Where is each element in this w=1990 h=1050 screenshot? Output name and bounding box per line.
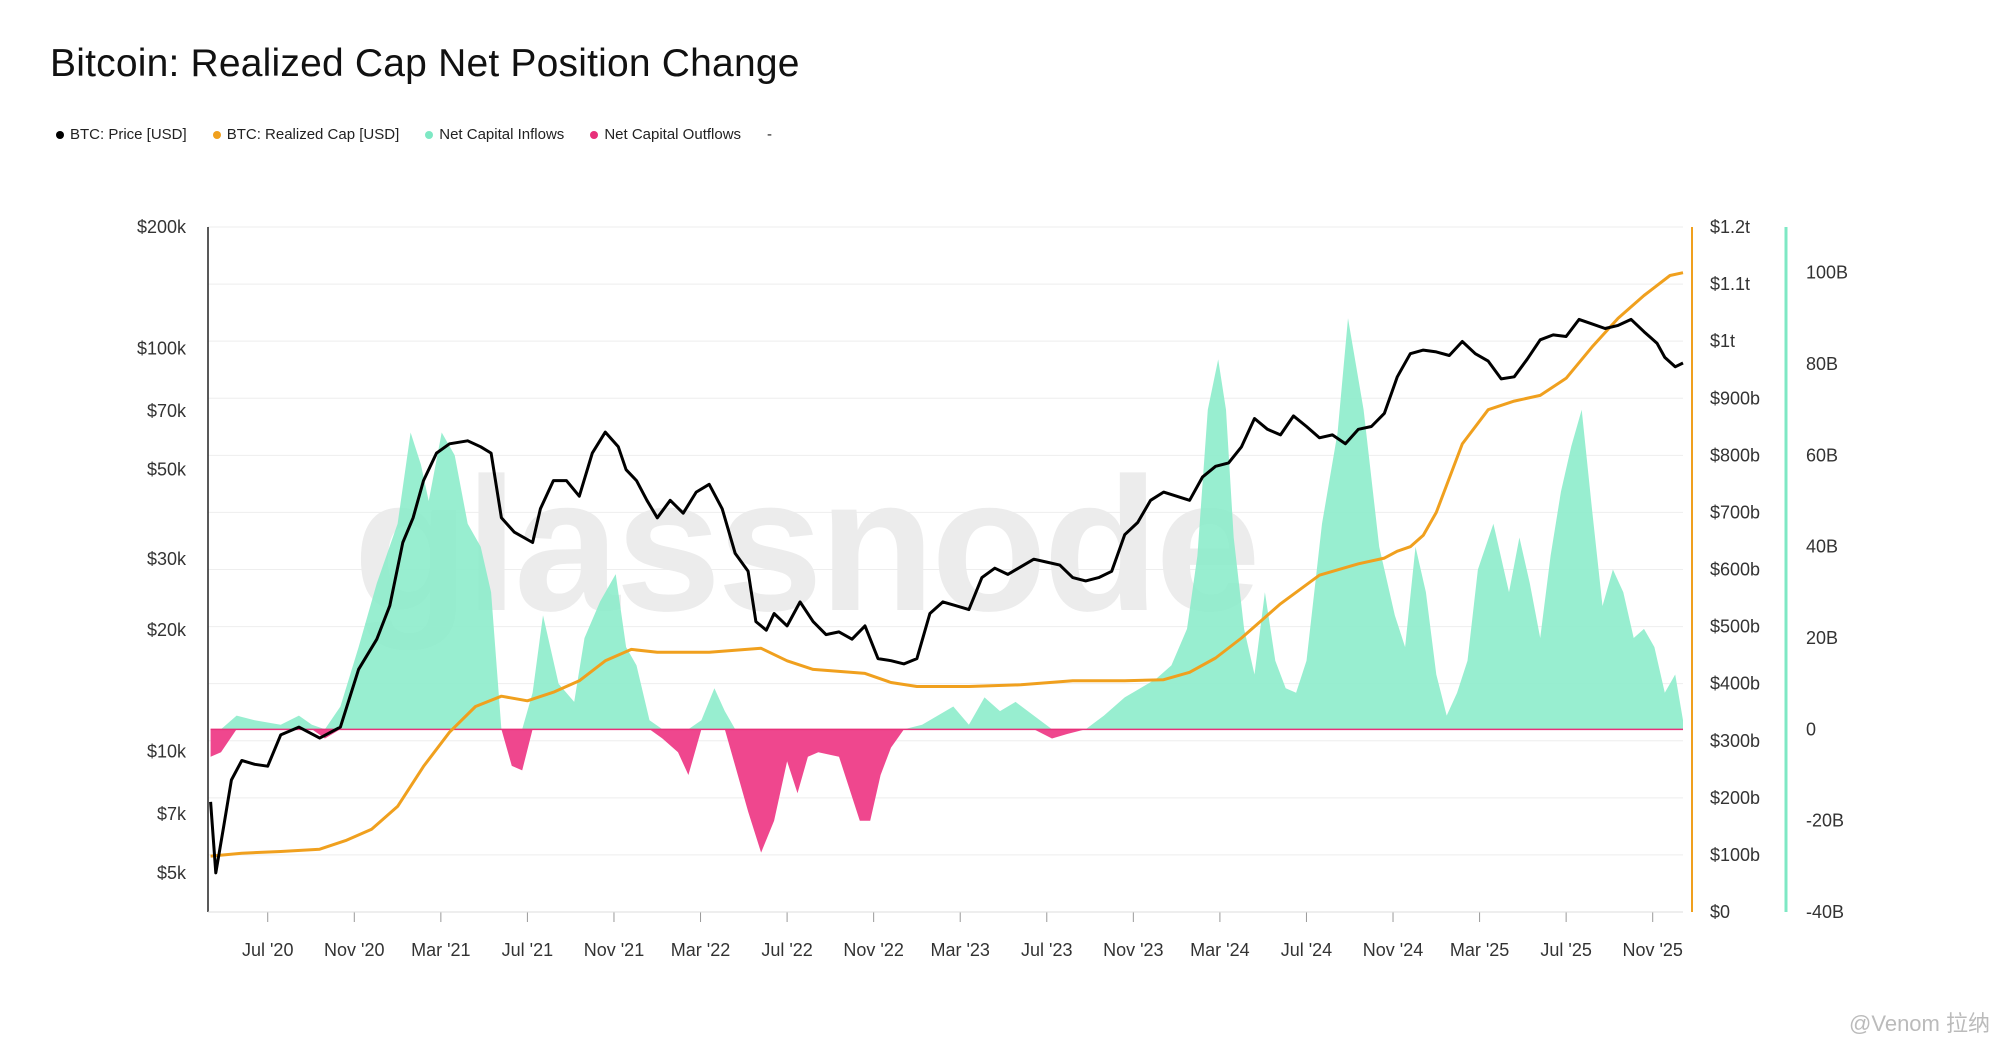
legend-item-price[interactable]: BTC: Price [USD] xyxy=(56,126,187,143)
price-axis-tick: $30k xyxy=(147,549,187,569)
realized-cap-axis-tick: $200b xyxy=(1710,788,1760,808)
net-position-axis-tick: -20B xyxy=(1806,811,1844,831)
legend-label-inflows: Net Capital Inflows xyxy=(439,126,565,143)
realized-cap-axis-tick: $300b xyxy=(1710,731,1760,751)
realized-cap-axis-tick: $900b xyxy=(1710,388,1760,408)
net-capital-inflows-area xyxy=(210,318,1684,730)
net-position-axis-tick: -40B xyxy=(1806,902,1844,922)
realized-cap-axis-tick: $1.2t xyxy=(1710,217,1750,237)
x-axis-tick: Nov '23 xyxy=(1103,940,1163,960)
realized-cap-axis-tick: $1.1t xyxy=(1710,274,1750,294)
price-axis-tick: $10k xyxy=(147,742,187,762)
realized-cap-axis-tick: $600b xyxy=(1710,560,1760,580)
legend-dot-price xyxy=(56,130,64,139)
watermark: glassnode xyxy=(353,439,1257,651)
x-axis-tick: Jul '22 xyxy=(761,940,812,960)
x-axis-tick: Mar '21 xyxy=(411,940,470,960)
realized-cap-axis-tick: $0 xyxy=(1710,902,1730,922)
legend-dot-inflows xyxy=(425,130,434,139)
price-axis-tick: $70k xyxy=(147,401,187,421)
realized-cap-axis-tick: $400b xyxy=(1710,674,1760,694)
realized-cap-axis-tick: $800b xyxy=(1710,445,1760,465)
legend-label-price: BTC: Price [USD] xyxy=(70,126,187,143)
x-axis-tick: Mar '22 xyxy=(671,940,730,960)
series-lines xyxy=(209,271,1684,875)
legend-dot-outflows xyxy=(590,130,599,139)
tick-labels: $5k $7k $10k $20k $30k $50k $70k $100k $200k $0 $1… xyxy=(137,217,1848,960)
x-axis-tick: Nov '22 xyxy=(843,940,903,960)
x-axis-tick: Nov '24 xyxy=(1363,940,1423,960)
x-axis-tick: Jul '25 xyxy=(1540,940,1591,960)
legend-label-outflows: Net Capital Outflows xyxy=(604,126,742,143)
price-axis-tick: $50k xyxy=(147,460,187,480)
price-axis-tick: $5k xyxy=(157,863,187,883)
x-axis-tick: Mar '23 xyxy=(930,940,989,960)
axes xyxy=(207,227,1788,922)
x-axis-tick: Jul '20 xyxy=(242,940,293,960)
realized-cap-axis-tick: $500b xyxy=(1710,617,1760,637)
realized-cap-axis-tick: $100b xyxy=(1710,845,1760,865)
net-position-axis-tick: 40B xyxy=(1806,537,1838,557)
legend-item-outflows[interactable]: Net Capital Outflows xyxy=(590,126,741,143)
x-axis-tick: Mar '24 xyxy=(1190,940,1249,960)
legend-dot-realized-cap xyxy=(212,130,221,139)
realized-cap-axis-tick: $700b xyxy=(1710,502,1760,522)
x-axis-tick: Jul '24 xyxy=(1281,940,1332,960)
x-axis-tick: Mar '25 xyxy=(1450,940,1509,960)
realized-cap-axis-tick: $1t xyxy=(1710,331,1735,351)
chart-title: Bitcoin: Realized Cap Net Position Chang… xyxy=(50,42,800,85)
legend: BTC: Price [USD] BTC: Realized Cap [USD]… xyxy=(56,126,772,143)
net-position-axis-tick: 80B xyxy=(1806,354,1838,374)
legend-label-realized-cap: BTC: Realized Cap [USD] xyxy=(226,126,400,143)
price-axis-tick: $200k xyxy=(137,217,187,237)
price-axis-tick: $100k xyxy=(137,338,187,358)
legend-label-extra: - xyxy=(767,126,773,143)
net-position-axis-tick: 20B xyxy=(1806,628,1838,648)
x-axis-tick: Nov '20 xyxy=(324,940,384,960)
x-axis-tick: Jul '21 xyxy=(502,940,553,960)
legend-item-inflows[interactable]: Net Capital Inflows xyxy=(425,126,564,143)
x-axis-tick: Nov '25 xyxy=(1622,940,1682,960)
net-position-axis-tick: 0 xyxy=(1806,719,1816,739)
x-axis-tick: Nov '21 xyxy=(584,940,644,960)
credit-watermark: @Venom 拉纳 xyxy=(1849,1011,1990,1036)
x-axis-tick: Jul '23 xyxy=(1021,940,1072,960)
net-position-axis-tick: 60B xyxy=(1806,445,1838,465)
net-capital-outflows-area xyxy=(210,729,1684,853)
legend-item-extra[interactable]: - xyxy=(767,126,772,143)
net-position-axis-tick: 100B xyxy=(1806,263,1848,283)
net-position-area xyxy=(210,318,1684,853)
realized-cap-line xyxy=(210,271,1684,858)
price-axis-tick: $7k xyxy=(157,804,187,824)
legend-item-realized-cap[interactable]: BTC: Realized Cap [USD] xyxy=(212,126,400,143)
price-axis-tick: $20k xyxy=(147,620,187,640)
btc-price-line xyxy=(209,317,1684,875)
